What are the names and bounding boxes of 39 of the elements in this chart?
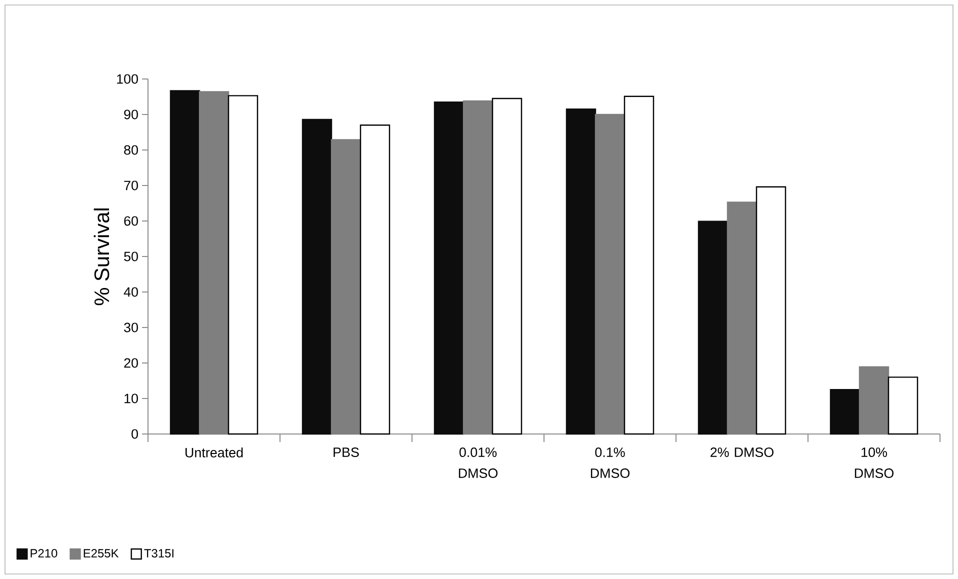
legend-label: P210	[30, 549, 58, 558]
x-tick-label: 0.1% DMSO	[590, 448, 630, 478]
y-tick-label: 100	[117, 74, 138, 84]
y-tick-label: 20	[124, 358, 138, 368]
bar	[170, 90, 200, 435]
y-tick-label: 90	[124, 110, 138, 120]
x-tick-label: 10% DMSO	[854, 448, 894, 478]
x-tick-label: 0.01% DMSO	[458, 448, 498, 478]
y-tick-label: 50	[124, 252, 138, 262]
bar	[624, 96, 654, 435]
legend-label: E255K	[84, 549, 119, 558]
bar	[492, 98, 522, 435]
bar	[302, 118, 332, 435]
x-tick-label: 2% DMSO	[710, 448, 774, 458]
legend-label: T315I	[144, 549, 174, 558]
y-axis-title: % Survival	[94, 208, 110, 306]
bar	[756, 186, 786, 435]
y-tick-label: 70	[124, 180, 138, 190]
y-tick-label: 30	[124, 322, 138, 332]
y-tick-label: 60	[124, 216, 138, 226]
bar	[462, 100, 494, 435]
y-tick-label: 40	[124, 287, 138, 297]
bar	[858, 366, 890, 435]
bar	[434, 101, 464, 435]
x-tick-label: PBS	[334, 448, 359, 458]
bar	[566, 108, 596, 435]
bar	[360, 124, 390, 435]
bar	[888, 376, 918, 435]
y-tick-label: 80	[124, 145, 138, 155]
bar	[330, 139, 362, 435]
bar	[594, 114, 626, 435]
bar	[698, 220, 728, 435]
y-tick-label: 10	[124, 394, 138, 404]
bar	[726, 202, 758, 435]
bar	[228, 95, 258, 435]
x-tick-label: Untreated	[186, 448, 243, 458]
bar	[830, 389, 860, 435]
y-tick-label: 0	[132, 429, 138, 439]
bar	[198, 91, 230, 435]
